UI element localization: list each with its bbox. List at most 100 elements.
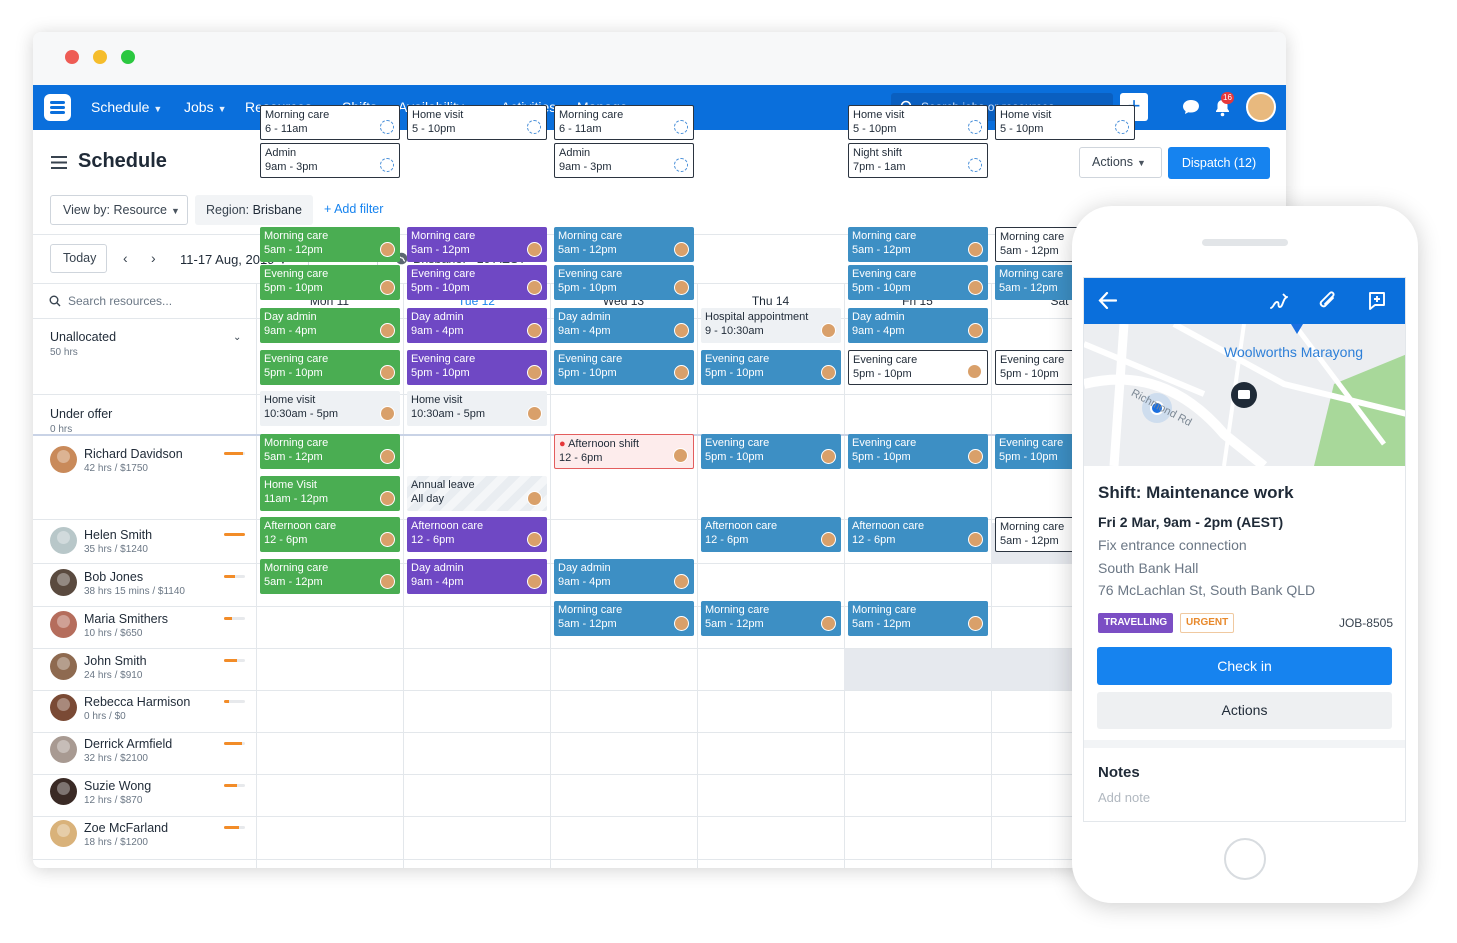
resource-name[interactable]: Helen Smith — [84, 528, 153, 542]
shift-card[interactable]: Morning care 6 - 11am — [554, 105, 694, 140]
back-arrow-icon[interactable] — [1098, 292, 1117, 309]
shift-card[interactable]: Day admin 9am - 4pm — [407, 308, 547, 343]
shift-card[interactable]: Day admin 9am - 4pm — [554, 559, 694, 594]
shift-card[interactable]: Home visit 10:30am - 5pm — [407, 391, 547, 426]
avatar[interactable] — [50, 569, 77, 596]
shift-card[interactable]: Evening care 5pm - 10pm — [848, 350, 988, 385]
shift-card[interactable]: Day admin 9am - 4pm — [407, 559, 547, 594]
add-filter-button[interactable]: + Add filter — [324, 202, 384, 216]
shift-card[interactable]: Home Visit 11am - 12pm — [260, 476, 400, 511]
resource-name[interactable]: Maria Smithers — [84, 612, 169, 626]
dispatch-button[interactable]: Dispatch (12) — [1168, 147, 1270, 179]
nav-item-schedule[interactable]: Schedule ▼ — [91, 99, 162, 115]
group-name[interactable]: Under offer — [50, 407, 113, 421]
resource-name[interactable]: Rebecca Harmison — [84, 695, 191, 709]
shift-card[interactable]: Morning care 5am - 12pm — [260, 227, 400, 262]
shift-card[interactable]: Admin 9am - 3pm — [554, 143, 694, 178]
resource-name[interactable]: John Smith — [84, 654, 147, 668]
shift-card[interactable]: Morning care 5am - 12pm — [554, 227, 694, 262]
today-button[interactable]: Today — [50, 244, 107, 273]
shift-title: Day admin — [558, 311, 611, 323]
shift-card[interactable]: ● Afternoon shift 12 - 6pm — [554, 434, 694, 469]
attachment-icon[interactable] — [1317, 291, 1339, 311]
shift-card[interactable]: Day admin 9am - 4pm — [848, 308, 988, 343]
chevron-left-icon[interactable]: ‹ — [123, 250, 128, 266]
shift-card[interactable]: Morning care 5am - 12pm — [260, 559, 400, 594]
shift-card[interactable]: Day admin 9am - 4pm — [260, 308, 400, 343]
shift-card[interactable]: Afternoon care 12 - 6pm — [701, 517, 841, 552]
assignee-avatar — [527, 574, 542, 589]
shift-card[interactable]: Morning care 5am - 12pm — [407, 227, 547, 262]
add-comment-icon[interactable] — [1367, 291, 1387, 311]
group-name[interactable]: Unallocated — [50, 330, 117, 344]
nav-item-jobs[interactable]: Jobs ▼ — [184, 99, 227, 115]
resource-name[interactable]: Zoe McFarland — [84, 821, 169, 835]
grid-column-divider — [844, 283, 845, 868]
shift-card[interactable]: Home visit 5 - 10pm — [995, 105, 1135, 140]
page-title: Schedule — [78, 150, 167, 172]
add-note-input[interactable]: Add note — [1098, 790, 1151, 805]
map-view[interactable]: Woolworths Marayong Richmond Rd — [1084, 324, 1405, 466]
avatar[interactable] — [50, 736, 77, 763]
maximize-window-button[interactable] — [121, 50, 135, 64]
resource-search-input[interactable]: Search resources... — [68, 294, 173, 308]
shift-time: 9 - 10:30am — [705, 325, 764, 337]
shift-card[interactable]: Afternoon care 12 - 6pm — [407, 517, 547, 552]
check-in-button[interactable]: Check in — [1097, 647, 1392, 685]
shift-card[interactable]: Morning care 5am - 12pm — [260, 434, 400, 469]
shift-card[interactable]: Evening care 5pm - 10pm — [260, 350, 400, 385]
shift-card[interactable]: Morning care 5am - 12pm — [701, 601, 841, 636]
chat-icon[interactable] — [1181, 98, 1201, 116]
menu-icon[interactable] — [51, 156, 67, 169]
shift-card[interactable]: Evening care 5pm - 10pm — [848, 265, 988, 300]
resource-name[interactable]: Suzie Wong — [84, 779, 152, 793]
shift-card[interactable]: Hospital appointment 9 - 10:30am — [701, 308, 841, 343]
shift-card[interactable]: Evening care 5pm - 10pm — [554, 265, 694, 300]
shift-card[interactable]: Morning care 5am - 12pm — [848, 601, 988, 636]
close-window-button[interactable] — [65, 50, 79, 64]
shift-card[interactable]: Annual leave All day — [407, 476, 547, 511]
shift-card[interactable]: Evening care 5pm - 10pm — [701, 434, 841, 469]
resource-name[interactable]: Richard Davidson — [84, 447, 183, 461]
shift-card[interactable]: Admin 9am - 3pm — [260, 143, 400, 178]
user-avatar[interactable] — [1246, 92, 1276, 122]
shift-card[interactable]: Afternoon care 12 - 6pm — [848, 517, 988, 552]
mobile-actions-button[interactable]: Actions — [1097, 692, 1392, 729]
avatar[interactable] — [50, 611, 77, 638]
day-header[interactable]: Thu 14 — [751, 294, 790, 308]
shift-card[interactable]: Day admin 9am - 4pm — [554, 308, 694, 343]
minimize-window-button[interactable] — [93, 50, 107, 64]
shift-card[interactable]: Evening care 5pm - 10pm — [407, 265, 547, 300]
shift-card[interactable]: Home visit 10:30am - 5pm — [260, 391, 400, 426]
avatar[interactable] — [50, 527, 77, 554]
shift-card[interactable]: Morning care 6 - 11am — [260, 105, 400, 140]
avatar[interactable] — [50, 446, 77, 473]
shift-card[interactable]: Morning care 5am - 12pm — [848, 227, 988, 262]
actions-dropdown[interactable]: Actions ▼ — [1079, 147, 1162, 178]
region-filter[interactable]: Region: Brisbane — [195, 195, 313, 225]
resource-name[interactable]: Bob Jones — [84, 570, 144, 584]
app-logo[interactable] — [44, 94, 71, 121]
shift-card[interactable]: Night shift 7pm - 1am — [848, 143, 988, 178]
shift-card[interactable]: Evening care 5pm - 10pm — [848, 434, 988, 469]
shift-card[interactable]: Home visit 5 - 10pm — [407, 105, 547, 140]
shift-card[interactable]: Home visit 5 - 10pm — [848, 105, 988, 140]
shift-card[interactable]: Morning care 5am - 12pm — [554, 601, 694, 636]
shift-card[interactable]: Evening care 5pm - 10pm — [260, 265, 400, 300]
signature-icon[interactable] — [1269, 291, 1291, 311]
avatar[interactable] — [50, 653, 77, 680]
avatar[interactable] — [50, 694, 77, 721]
chevron-down-icon[interactable]: ⌄ — [233, 332, 242, 343]
shift-card[interactable]: Evening care 5pm - 10pm — [407, 350, 547, 385]
avatar[interactable] — [50, 820, 77, 847]
shift-title: Afternoon care — [705, 520, 778, 532]
shift-card[interactable]: Evening care 5pm - 10pm — [554, 350, 694, 385]
view-by-dropdown[interactable]: View by: Resource ▼ — [50, 195, 188, 225]
shift-card[interactable]: Evening care 5pm - 10pm — [701, 350, 841, 385]
avatar[interactable] — [50, 778, 77, 805]
shift-card[interactable]: Afternoon care 12 - 6pm — [260, 517, 400, 552]
chevron-right-icon[interactable]: › — [151, 250, 156, 266]
phone-home-button[interactable] — [1224, 838, 1266, 880]
resource-name[interactable]: Derrick Armfield — [84, 737, 173, 751]
assignee-avatar — [527, 242, 542, 257]
